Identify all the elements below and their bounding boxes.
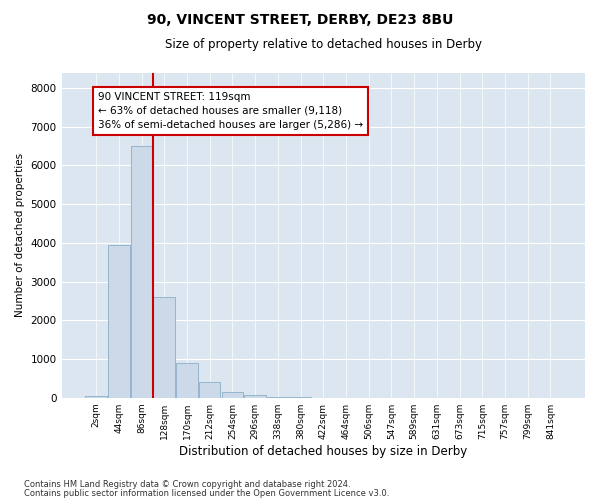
Bar [244,396,266,398]
Bar [131,146,152,398]
Text: Contains public sector information licensed under the Open Government Licence v3: Contains public sector information licen… [24,488,389,498]
Bar [154,297,175,398]
Bar [221,392,243,398]
Title: Size of property relative to detached houses in Derby: Size of property relative to detached ho… [165,38,482,51]
Bar [199,382,220,398]
Y-axis label: Number of detached properties: Number of detached properties [15,153,25,317]
Text: 90 VINCENT STREET: 119sqm
← 63% of detached houses are smaller (9,118)
36% of se: 90 VINCENT STREET: 119sqm ← 63% of detac… [98,92,363,130]
Text: Contains HM Land Registry data © Crown copyright and database right 2024.: Contains HM Land Registry data © Crown c… [24,480,350,489]
Text: 90, VINCENT STREET, DERBY, DE23 8BU: 90, VINCENT STREET, DERBY, DE23 8BU [147,12,453,26]
Bar [176,363,198,398]
Bar [267,396,289,398]
Bar [108,245,130,398]
X-axis label: Distribution of detached houses by size in Derby: Distribution of detached houses by size … [179,444,467,458]
Bar [85,396,107,398]
